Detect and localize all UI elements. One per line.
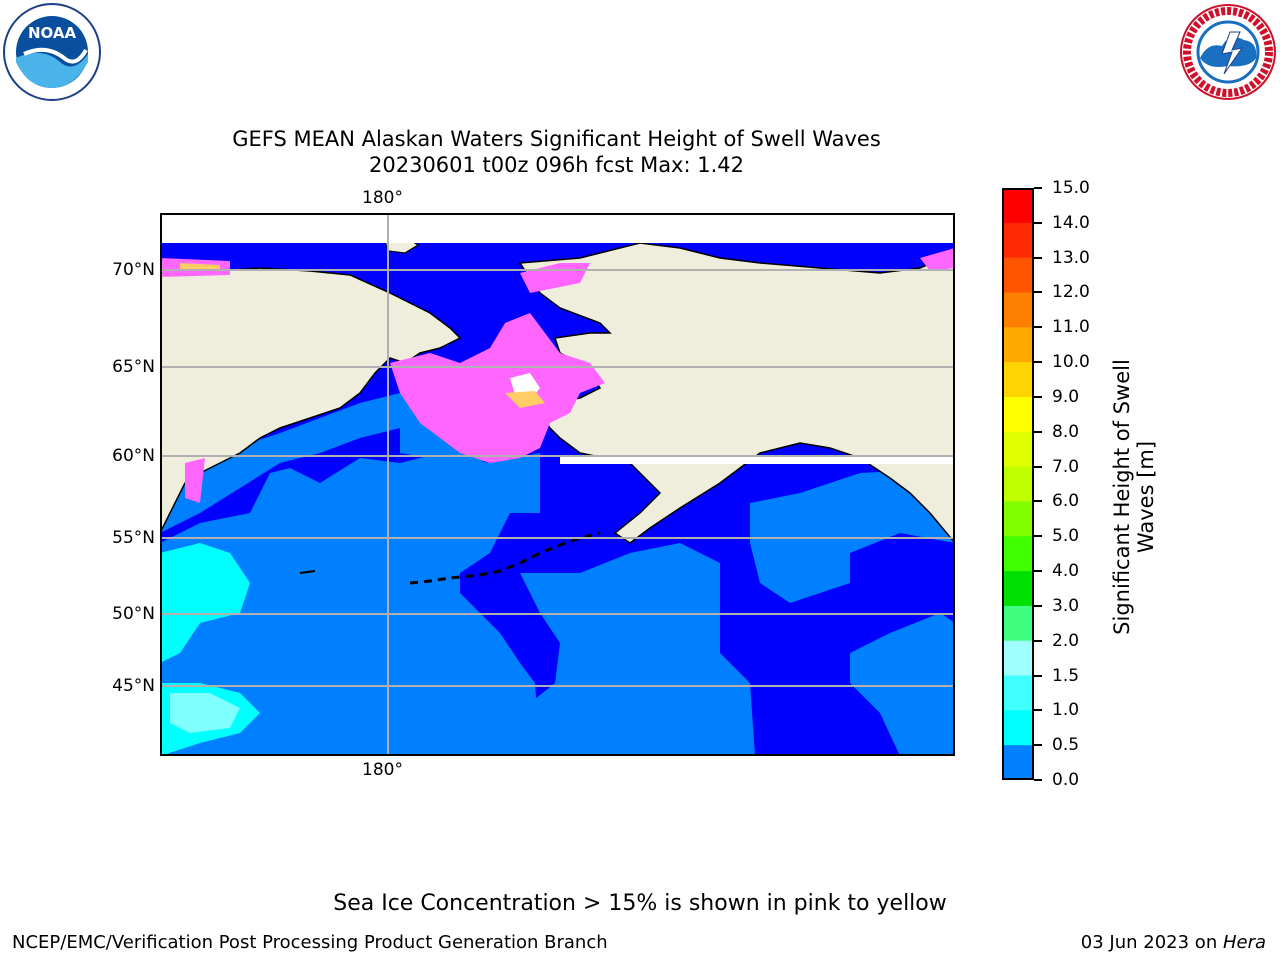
- ocean-cyan-upper: [160, 543, 250, 663]
- lat-label-50n: 50°N: [112, 604, 155, 624]
- colorbar-segment: [1002, 710, 1034, 746]
- colorbar-tick-mark: [1034, 256, 1042, 259]
- ocean-lightcyan: [170, 693, 240, 733]
- colorbar-tick-mark: [1034, 395, 1042, 398]
- colorbar-segment: [1002, 640, 1034, 677]
- footer-credit: NCEP/EMC/Verification Post Processing Pr…: [12, 932, 608, 953]
- colorbar-tick-label: 0.0: [1052, 770, 1080, 790]
- colorbar-tick-mark: [1034, 326, 1042, 329]
- colorbar-tick-mark: [1034, 221, 1042, 224]
- colorbar-segment: [1002, 466, 1034, 502]
- colorbar-segment: [1002, 292, 1034, 328]
- colorbar-segment: [1002, 222, 1034, 259]
- colorbar-tick-mark: [1034, 361, 1042, 364]
- sea-ice-orange: [505, 391, 545, 408]
- colorbar-tick-label: 14.0: [1052, 212, 1090, 233]
- colorbar-tick-label: 0.5: [1052, 735, 1080, 756]
- colorbar-tick-mark: [1034, 465, 1042, 468]
- map-frame: [160, 213, 955, 756]
- colorbar-tick-label: 11.0: [1052, 317, 1090, 338]
- colorbar-tick-label: 9.0: [1052, 386, 1080, 407]
- no-data-band: [560, 456, 955, 464]
- colorbar-tick-mark: [1034, 744, 1042, 747]
- lat-label-70n: 70°N: [112, 260, 155, 280]
- noaa-logo: NOAA: [2, 2, 102, 102]
- nws-logo: [1178, 2, 1278, 102]
- colorbar-segment: [1002, 257, 1034, 293]
- sea-ice-kamchatka: [185, 458, 205, 503]
- colorbar-tick-label: 5.0: [1052, 526, 1080, 547]
- ocean-mid-southeast: [850, 613, 955, 756]
- footer-date-text: 03 Jun 2023 on: [1080, 932, 1223, 953]
- colorbar-segment: [1002, 605, 1034, 642]
- lon-label-bottom: 180°: [362, 760, 403, 780]
- commander-islands: [299, 570, 316, 574]
- sea-ice-east-arctic: [920, 248, 955, 271]
- colorbar-tick-label: 2.0: [1052, 630, 1080, 651]
- colorbar-tick-label: 1.5: [1052, 665, 1080, 686]
- colorbar-label-line1: Significant Height of Swell: [1110, 359, 1134, 635]
- ocean-mid-center: [520, 543, 755, 756]
- colorbar: [1002, 188, 1034, 780]
- ocean-mid-west: [160, 453, 540, 756]
- colorbar-tick-mark: [1034, 674, 1042, 677]
- colorbar-tick-mark: [1034, 500, 1042, 503]
- sea-ice-note: Sea Ice Concentration > 15% is shown in …: [333, 891, 947, 916]
- colorbar-tick-mark: [1034, 535, 1042, 538]
- colorbar-tick-label: 7.0: [1052, 456, 1080, 477]
- colorbar-segment: [1002, 745, 1034, 780]
- colorbar-tick-mark: [1034, 187, 1042, 189]
- colorbar-frame: [1002, 188, 1034, 780]
- footer-machine: Hera: [1222, 932, 1266, 953]
- graticule: [160, 213, 955, 756]
- colorbar-segment: [1002, 501, 1034, 537]
- colorbar-tick-label: 6.0: [1052, 491, 1080, 512]
- colorbar-label: Significant Height of Swell Waves [m]: [1110, 347, 1160, 647]
- no-data-top: [160, 213, 955, 243]
- lat-label-45n: 45°N: [112, 676, 155, 696]
- lat-label-60n: 60°N: [112, 446, 155, 466]
- colorbar-tick-label: 4.0: [1052, 561, 1080, 582]
- colorbar-segment: [1002, 571, 1034, 607]
- lon-label-top: 180°: [362, 188, 403, 208]
- colorbar-segment: [1002, 431, 1034, 468]
- aleutian-islands: [409, 531, 601, 585]
- colorbar-tick-label: 3.0: [1052, 595, 1080, 616]
- map-title-line1: GEFS MEAN Alaskan Waters Significant Hei…: [232, 127, 881, 151]
- colorbar-tick-label: 10.0: [1052, 352, 1090, 373]
- colorbar-tick-mark: [1034, 430, 1042, 433]
- map-panel: [160, 213, 955, 756]
- colorbar-label-line2: Waves [m]: [1134, 440, 1158, 554]
- colorbar-tick-mark: [1034, 639, 1042, 642]
- sea-ice-bering: [390, 313, 605, 463]
- colorbar-tick-mark: [1034, 291, 1042, 294]
- colorbar-tick-label: 1.0: [1052, 700, 1080, 721]
- colorbar-tick-label: 15.0: [1052, 178, 1090, 198]
- colorbar-tick-label: 12.0: [1052, 282, 1090, 303]
- map-title-line2: 20230601 t00z 096h fcst Max: 1.42: [369, 153, 744, 177]
- lat-label-55n: 55°N: [112, 528, 155, 548]
- colorbar-tick-mark: [1034, 604, 1042, 607]
- colorbar-tick-label: 8.0: [1052, 421, 1080, 442]
- noaa-logo-text: NOAA: [28, 24, 77, 42]
- colorbar-tick-label: 13.0: [1052, 247, 1090, 268]
- footer-date: 03 Jun 2023 on Hera: [1081, 932, 1266, 954]
- colorbar-segment: [1002, 362, 1034, 398]
- colorbar-tick-mark: [1034, 779, 1042, 781]
- colorbar-segment: [1002, 327, 1034, 363]
- lat-label-65n: 65°N: [112, 357, 155, 377]
- colorbar-tick-mark: [1034, 709, 1042, 712]
- colorbar-segment: [1002, 396, 1034, 433]
- colorbar-segment: [1002, 188, 1034, 224]
- colorbar-segment: [1002, 675, 1034, 711]
- ocean-mid-east: [750, 468, 955, 603]
- colorbar-segment: [1002, 536, 1034, 572]
- colorbar-tick-mark: [1034, 570, 1042, 573]
- ocean-mid-north: [160, 393, 400, 533]
